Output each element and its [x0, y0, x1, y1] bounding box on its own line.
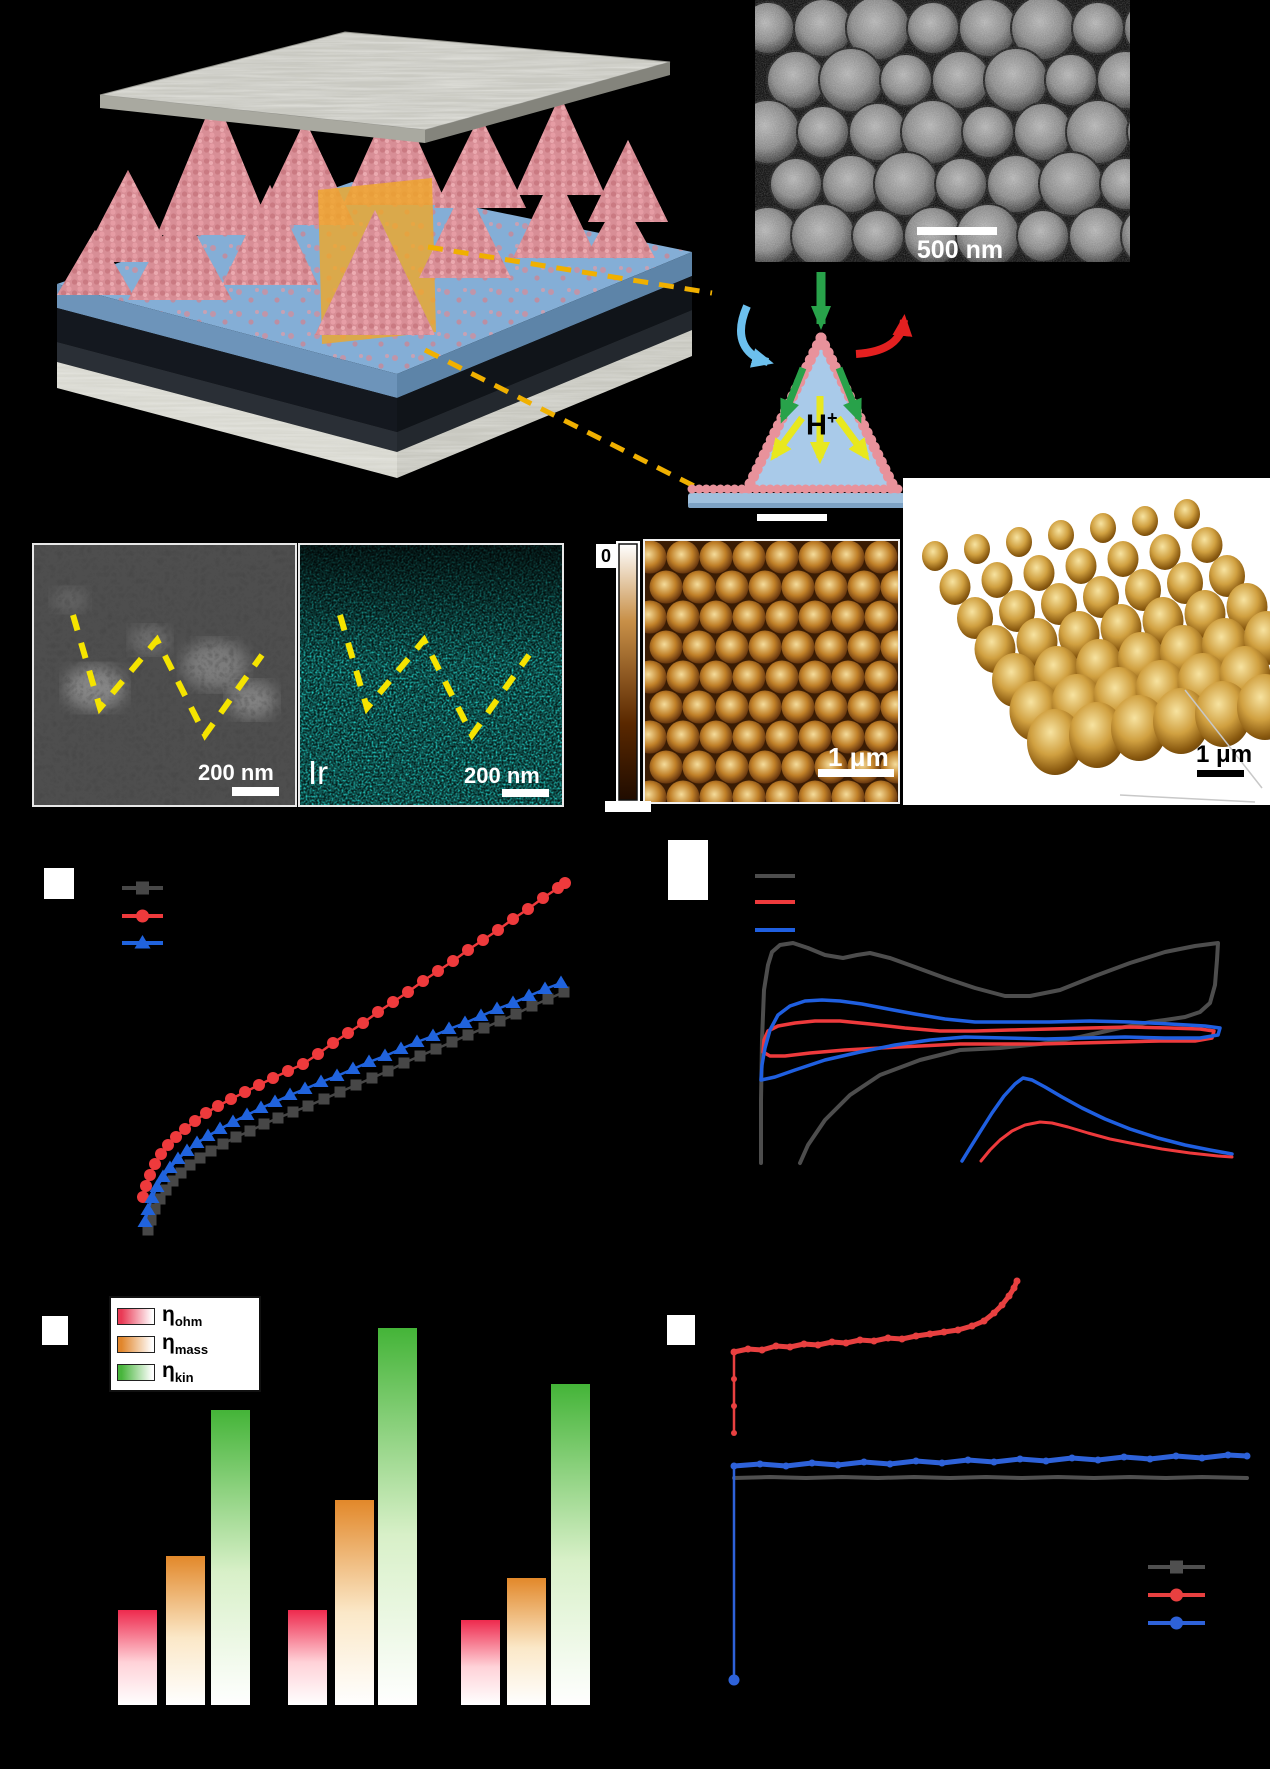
yellow-proton-arrow-left — [770, 415, 805, 461]
green-slope-arrow-left — [779, 366, 807, 424]
series-red-peak — [979, 1120, 1234, 1163]
series-blue-peak — [960, 1076, 1234, 1163]
mea-3d-schematic — [57, 31, 713, 492]
cone-substrate — [688, 493, 905, 508]
eta-mass-swatch — [117, 1335, 155, 1353]
sem-scale-label: 200 nm — [198, 760, 274, 785]
overpotential-bar-orange — [166, 1556, 205, 1705]
series-gray-squares — [146, 990, 566, 1232]
series-red-circles — [141, 881, 567, 1199]
sem-inset-scalebar — [917, 227, 997, 235]
series-blue-triangles — [143, 981, 563, 1224]
cone-outline-dashes — [70, 614, 265, 741]
zoom-connector-lines — [423, 244, 713, 492]
panel-label-box-h — [42, 1316, 68, 1345]
afm-height-colorbar — [616, 541, 640, 803]
catalyst-cones-back — [157, 90, 668, 235]
legend-row-mass: ηmass — [117, 1330, 253, 1358]
series-gray-cv-loop — [759, 941, 1220, 1165]
eds-scalebar — [502, 789, 549, 797]
eta-ohm-label: ηohm — [162, 1302, 203, 1330]
legend-row-kinetic: ηkin — [117, 1358, 253, 1386]
yellow-proton-arrow-right — [835, 415, 870, 461]
series-blue-trace — [731, 1452, 1250, 1469]
colorbar-zero-box: 0 — [596, 544, 616, 568]
panel-label-box-i — [667, 1315, 695, 1345]
eta-kin-swatch — [117, 1363, 155, 1381]
series-red-cv-loop — [761, 1019, 1216, 1058]
afm2d-scalebar — [818, 769, 894, 777]
afm3d-scale-label: 1 μm — [1196, 741, 1253, 768]
series-gray-flat — [732, 1475, 1249, 1480]
afm3d-scalebar — [1197, 770, 1244, 777]
overpotential-bar-green — [211, 1410, 250, 1705]
eds-scale-label: 200 nm — [464, 763, 540, 788]
red-curved-arrow — [855, 314, 913, 358]
cross-section-plane — [318, 178, 436, 344]
cone-mechanism-diagram — [687, 272, 913, 521]
cone-outline-dashes — [337, 614, 532, 741]
overpotential-bar-orange — [335, 1500, 374, 1705]
overpotential-bar-red — [461, 1620, 500, 1705]
panel-label-box-f — [44, 868, 74, 899]
overpotential-legend: ηohm ηmass ηkin — [109, 1296, 261, 1392]
proton-label: H+ — [806, 408, 838, 442]
colorbar-zero-label: 0 — [600, 546, 611, 566]
panel-label-box-g — [668, 840, 708, 900]
overpotential-bar-red — [288, 1610, 327, 1705]
eta-kin-label: ηkin — [162, 1358, 194, 1386]
blue-curved-arrow — [737, 304, 774, 368]
legend-row-ohmic: ηohm — [117, 1302, 253, 1330]
gdl-top-plate — [99, 31, 671, 143]
overpotential-bar-green — [378, 1328, 417, 1705]
overpotential-bar-orange — [507, 1578, 546, 1705]
sem-scalebar — [232, 787, 279, 796]
eta-mass-label: ηmass — [162, 1330, 209, 1358]
green-slope-arrow-right — [835, 366, 863, 424]
series-red-trace — [731, 1278, 1020, 1355]
eds-element-label: Ir — [308, 754, 329, 791]
eta-ohm-swatch — [117, 1307, 155, 1325]
overpotential-bar-green — [551, 1384, 590, 1705]
sem-inset-scale-label: 500 nm — [916, 236, 1004, 264]
catalyst-cones-front — [57, 170, 655, 335]
afm2d-scale-label: 1 μm — [828, 742, 889, 772]
cone-scalebar — [757, 514, 827, 521]
colorbar-bottom-label-box — [605, 801, 651, 812]
overpotential-bar-red — [118, 1610, 157, 1705]
series-blue-cv-loop — [759, 998, 1222, 1082]
